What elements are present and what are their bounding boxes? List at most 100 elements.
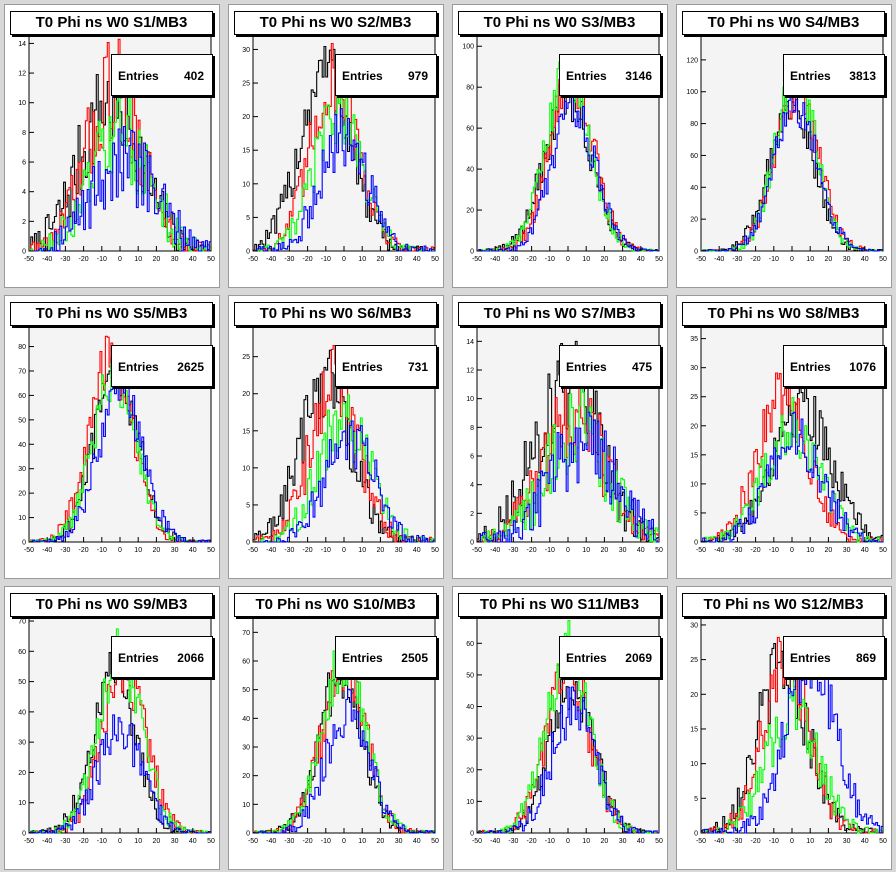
y-tick-label: 0 xyxy=(246,249,250,256)
x-tick-label: -30 xyxy=(508,838,518,845)
x-tick-label: 0 xyxy=(566,838,570,845)
y-tick-label: 20 xyxy=(466,208,474,215)
x-tick-label: 50 xyxy=(879,838,887,845)
stats-box: Entries 2625 xyxy=(111,345,213,387)
y-tick-label: 10 xyxy=(18,100,26,107)
x-tick-label: -20 xyxy=(79,838,89,845)
y-tick-label: 40 xyxy=(242,716,250,723)
histogram-series xyxy=(701,641,883,834)
histogram-plot: 0 5 10 15 20 25 30 -50 -40 -30 -20 -10 0 10 20 30 40 50 xyxy=(242,35,439,263)
y-tick-label: 30 xyxy=(18,740,26,747)
histogram-pad: 0 20 40 60 80 100 -50 -40 -30 -20 -10 0 10 20 30 40 50 En… xyxy=(452,4,668,288)
entries-label: Entries xyxy=(566,69,607,83)
histogram-pad: 0 5 10 15 20 25 -50 -40 -30 -20 -10 0 10 20 30 40 50 Entr… xyxy=(228,295,444,579)
stats-box: Entries 979 xyxy=(335,54,437,96)
x-tick-label: -20 xyxy=(527,256,537,263)
x-tick-label: 20 xyxy=(825,547,833,554)
y-tick-label: 30 xyxy=(690,365,698,372)
entries-label: Entries xyxy=(566,360,607,374)
x-tick-label: 20 xyxy=(377,547,385,554)
x-tick-label: 0 xyxy=(566,547,570,554)
x-tick-label: 20 xyxy=(153,838,161,845)
x-tick-label: 0 xyxy=(790,547,794,554)
x-tick-label: 30 xyxy=(395,547,403,554)
x-tick-label: -30 xyxy=(284,256,294,263)
x-tick-label: 30 xyxy=(171,838,179,845)
x-tick-label: -40 xyxy=(42,256,52,263)
entries-value: 3813 xyxy=(849,69,876,83)
y-tick-label: 10 xyxy=(466,396,474,403)
histogram-title: T0 Phi ns W0 S9/MB3 xyxy=(10,593,213,617)
y-tick-label: 6 xyxy=(22,160,26,167)
histogram-plot: 0 10 20 30 40 50 60 70 80 -50 -40 -30 -20 -10 0 10 20 30 4… xyxy=(18,326,215,554)
y-tick-label: 60 xyxy=(466,126,474,133)
y-tick-label: 100 xyxy=(686,89,698,96)
y-tick-label: 50 xyxy=(242,687,250,694)
x-tick-label: 40 xyxy=(413,547,421,554)
x-tick-label: -20 xyxy=(751,547,761,554)
stats-box: Entries 1076 xyxy=(783,345,885,387)
histogram-series xyxy=(253,420,435,543)
x-tick-label: 50 xyxy=(431,838,439,845)
histogram-title: T0 Phi ns W0 S8/MB3 xyxy=(682,302,885,326)
stats-box: Entries 731 xyxy=(335,345,437,387)
stats-box: Entries 402 xyxy=(111,54,213,96)
x-tick-label: 30 xyxy=(395,256,403,263)
histogram-pad: 0 2 4 6 8 10 12 14 -50 -40 -30 -20 -10 0 10 20 30 40 50 Ent… xyxy=(4,4,220,288)
y-tick-label: 70 xyxy=(18,619,26,626)
y-tick-label: 15 xyxy=(690,726,698,733)
x-tick-label: -20 xyxy=(751,256,761,263)
x-tick-label: -40 xyxy=(42,838,52,845)
x-tick-label: 0 xyxy=(342,838,346,845)
x-tick-label: 50 xyxy=(207,838,215,845)
y-tick-label: 60 xyxy=(690,153,698,160)
y-tick-label: 0 xyxy=(694,249,698,256)
histogram-series xyxy=(701,411,883,543)
x-tick-label: 20 xyxy=(153,256,161,263)
histogram-title: T0 Phi ns W0 S2/MB3 xyxy=(234,11,437,35)
entries-label: Entries xyxy=(342,360,383,374)
x-tick-label: 30 xyxy=(843,547,851,554)
x-tick-label: -30 xyxy=(732,256,742,263)
y-tick-label: 5 xyxy=(246,502,250,509)
y-tick-label: 40 xyxy=(18,709,26,716)
entries-value: 1076 xyxy=(849,360,876,374)
y-tick-label: 10 xyxy=(18,515,26,522)
x-tick-label: -30 xyxy=(60,838,70,845)
y-tick-label: 50 xyxy=(18,417,26,424)
y-tick-label: 4 xyxy=(22,189,26,196)
x-tick-label: 30 xyxy=(843,838,851,845)
x-tick-label: -10 xyxy=(769,838,779,845)
histogram-pad: 0 10 20 30 40 50 60 70 80 -50 -40 -30 -20 -10 0 10 20 30 4… xyxy=(4,295,220,579)
entries-label: Entries xyxy=(790,69,831,83)
y-tick-label: 25 xyxy=(690,394,698,401)
y-tick-label: 30 xyxy=(466,736,474,743)
y-tick-label: 60 xyxy=(18,393,26,400)
x-tick-label: 10 xyxy=(358,838,366,845)
y-tick-label: 10 xyxy=(466,799,474,806)
y-tick-label: 15 xyxy=(690,452,698,459)
y-tick-label: 15 xyxy=(242,428,250,435)
x-tick-label: -10 xyxy=(545,838,555,845)
y-tick-label: 80 xyxy=(690,121,698,128)
x-tick-label: 20 xyxy=(825,256,833,263)
x-tick-label: -30 xyxy=(508,256,518,263)
entries-value: 2625 xyxy=(177,360,204,374)
y-tick-label: 0 xyxy=(22,831,26,838)
histogram-series xyxy=(253,688,435,834)
x-tick-label: 30 xyxy=(619,256,627,263)
y-tick-label: 8 xyxy=(22,130,26,137)
entries-value: 2066 xyxy=(177,651,204,665)
entries-value: 402 xyxy=(183,69,204,83)
histogram-pad: 0 10 20 30 40 50 60 70 -50 -40 -30 -20 -10 0 10 20 30 40 5… xyxy=(228,586,444,870)
y-tick-label: 20 xyxy=(690,423,698,430)
y-tick-label: 30 xyxy=(242,47,250,54)
y-tick-label: 10 xyxy=(242,465,250,472)
stats-box: Entries 475 xyxy=(559,345,661,387)
entries-label: Entries xyxy=(342,69,383,83)
x-tick-label: -10 xyxy=(769,256,779,263)
y-tick-label: 30 xyxy=(242,745,250,752)
stats-box: Entries 2069 xyxy=(559,636,661,678)
x-tick-label: 40 xyxy=(413,256,421,263)
x-tick-label: -50 xyxy=(24,838,34,845)
